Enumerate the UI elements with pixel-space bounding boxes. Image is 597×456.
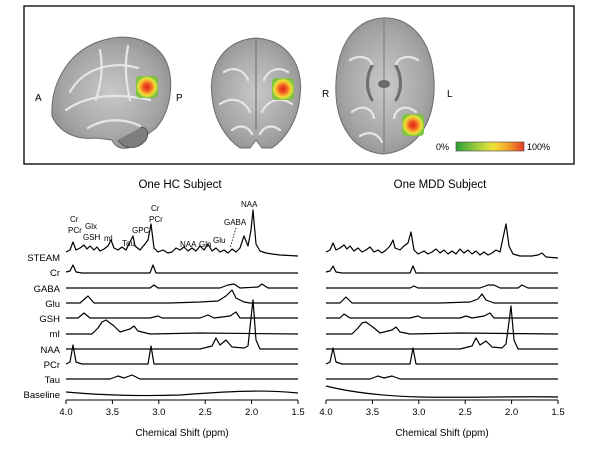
row-label-naa: NAA: [40, 345, 60, 356]
left-trace-cr: [65, 264, 298, 274]
peak-label-cr-1: Cr: [70, 215, 79, 224]
label-a: A: [35, 93, 42, 104]
sagittal-slice: A P: [35, 36, 183, 149]
colorbar: 0% 100%: [436, 141, 550, 152]
right-tick-3.5: 3.5: [366, 407, 379, 418]
left-trace-pcr: [65, 344, 298, 365]
label-l: L: [447, 89, 453, 100]
row-label-glu: Glu: [45, 299, 60, 310]
right-tick-4.0: 4.0: [319, 407, 332, 418]
peak-label-gaba: GABA: [224, 218, 247, 227]
row-label-mi: mI: [49, 329, 60, 340]
roi-axial: [402, 114, 424, 136]
peak-label-pcr-2: PCr: [149, 215, 163, 224]
label-r: R: [322, 89, 329, 100]
roi-sagittal: [136, 76, 158, 98]
row-label-pcr: PCr: [44, 360, 60, 371]
peak-label-naa-small: NAA: [180, 240, 197, 249]
left-tick-2.5: 2.5: [199, 407, 212, 418]
row-label-gsh: GSH: [39, 314, 60, 325]
left-tick-4.0: 4.0: [59, 407, 72, 418]
right-trace-mi: [326, 321, 559, 335]
row-labels: STEAM Cr GABA Glu GSH mI NAA PCr Tau Bas…: [24, 253, 61, 401]
peak-annotations: Cr PCr Glx GSH mI Tau GPC Cr PCr NAA Gln…: [68, 200, 258, 249]
left-tick-2.0: 2.0: [245, 407, 258, 418]
left-tick-3.0: 3.0: [152, 407, 165, 418]
left-spectra: [65, 209, 299, 397]
right-spectra: [325, 223, 559, 398]
coronal-slice: [210, 37, 302, 149]
left-trace-glu: [66, 289, 298, 304]
peak-label-naa: NAA: [241, 200, 258, 209]
right-tick-3.0: 3.0: [412, 407, 425, 418]
peak-label-cr-2: Cr: [151, 204, 160, 213]
peak-label-gpc: GPC: [132, 226, 150, 235]
left-trace-naa: [66, 299, 298, 350]
colorbar-max-label: 100%: [527, 142, 550, 152]
row-label-tau: Tau: [45, 375, 60, 386]
left-tick-1.5: 1.5: [291, 407, 304, 418]
row-label-baseline: Baseline: [24, 390, 60, 401]
peak-label-glu: Glu: [213, 236, 225, 245]
peak-label-pcr-1: PCr: [68, 226, 82, 235]
peak-label-tau: Tau: [122, 239, 135, 248]
right-tick-2.5: 2.5: [459, 407, 472, 418]
right-trace-pcr: [325, 347, 558, 365]
left-tick-3.5: 3.5: [106, 407, 119, 418]
roi-coronal: [272, 78, 294, 100]
right-trace-baseline: [325, 385, 559, 398]
brain-panel: A P R L 0% 100%: [23, 5, 575, 165]
right-trace-gsh: [326, 312, 558, 319]
left-trace-steam: [65, 209, 299, 257]
right-trace-glu: [326, 293, 558, 304]
peak-label-glx: Glx: [85, 222, 97, 231]
peak-label-gsh: GSH: [83, 233, 101, 242]
right-trace-gaba: [326, 284, 558, 289]
axial-slice: R L: [322, 17, 453, 155]
left-title: One HC Subject: [138, 179, 222, 191]
row-label-cr: Cr: [50, 268, 60, 279]
row-label-gaba: GABA: [34, 284, 61, 295]
right-tick-2.0: 2.0: [505, 407, 518, 418]
right-title: One MDD Subject: [394, 179, 487, 191]
colorbar-gradient: [455, 141, 525, 152]
peak-label-gln: Gln: [199, 240, 211, 249]
left-xaxis: 4.0 3.5 3.0 2.5 2.0 1.5 Chemical Shift (…: [59, 399, 305, 439]
left-xaxis-label: Chemical Shift (ppm): [135, 428, 228, 439]
right-trace-naa: [326, 305, 558, 350]
left-trace-baseline: [65, 390, 299, 397]
label-p: P: [176, 93, 183, 104]
right-trace-tau: [326, 375, 558, 380]
right-xaxis: 4.0 3.5 3.0 2.5 2.0 1.5 Chemical Shift (…: [319, 399, 565, 439]
peak-label-mi: mI: [104, 234, 113, 243]
right-xaxis-label: Chemical Shift (ppm): [395, 428, 488, 439]
left-trace-tau: [66, 374, 298, 380]
colorbar-min-label: 0%: [436, 142, 449, 152]
gaba-pointer: [229, 227, 237, 249]
left-trace-mi: [66, 319, 299, 335]
right-trace-steam: [325, 223, 559, 259]
row-label-steam: STEAM: [27, 253, 60, 264]
right-tick-1.5: 1.5: [551, 407, 564, 418]
right-trace-cr: [325, 265, 558, 274]
left-trace-gsh: [66, 311, 298, 319]
left-trace-gaba: [66, 283, 298, 289]
